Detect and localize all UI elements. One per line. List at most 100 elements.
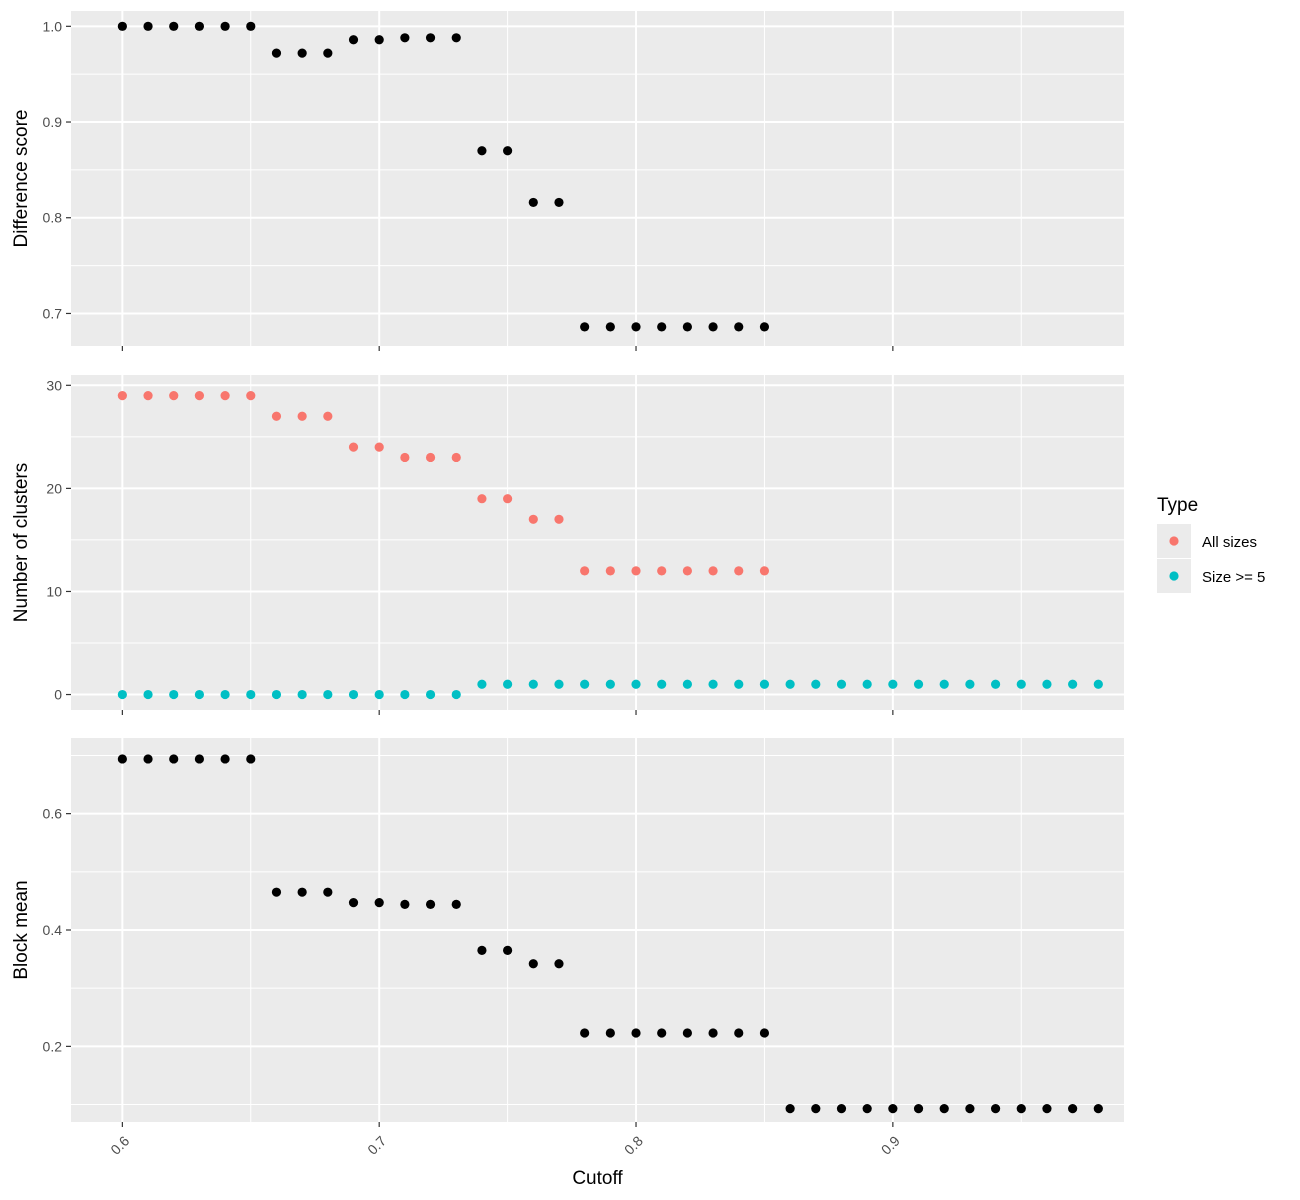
y-axis-title: Difference score — [11, 110, 32, 248]
data-point — [862, 679, 872, 689]
data-point — [297, 48, 307, 58]
data-point — [1042, 1104, 1052, 1114]
data-point — [734, 566, 744, 576]
data-point — [836, 1104, 847, 1114]
y-tick-label: 0 — [54, 687, 62, 703]
data-point — [503, 146, 513, 156]
data-point — [682, 322, 692, 332]
data-point — [169, 391, 179, 401]
data-point — [503, 945, 513, 955]
data-point — [682, 1028, 692, 1038]
data-point — [605, 322, 615, 332]
data-point — [631, 322, 641, 332]
data-point — [271, 411, 282, 421]
series-1 — [117, 21, 770, 332]
data-point — [631, 566, 641, 576]
y-tick-label: 0.8 — [43, 210, 63, 226]
data-point — [425, 452, 436, 463]
data-point — [477, 146, 487, 156]
y-tick-label: 10 — [46, 583, 62, 599]
data-point — [194, 689, 205, 700]
data-point — [220, 21, 230, 31]
data-point — [477, 945, 487, 955]
data-point — [708, 566, 718, 576]
data-point — [246, 391, 256, 401]
legend-key-marker — [1169, 571, 1179, 581]
data-point — [657, 1028, 667, 1038]
data-point — [554, 679, 564, 689]
data-point — [503, 679, 513, 689]
x-tick-label: 0.7 — [364, 1133, 389, 1158]
data-point — [1093, 679, 1103, 689]
data-point — [117, 391, 127, 401]
data-point — [117, 689, 127, 700]
data-point — [143, 689, 153, 700]
legend: Type All sizes Size >= 5 — [1157, 495, 1265, 593]
panel-background — [71, 375, 1124, 710]
data-point — [246, 754, 256, 764]
data-point — [503, 494, 513, 504]
data-point — [400, 899, 410, 910]
y-tick-label: 30 — [46, 377, 62, 393]
data-point — [836, 679, 847, 689]
legend-key-marker — [1169, 536, 1179, 546]
data-point — [169, 754, 179, 764]
series-1 — [117, 754, 1103, 1114]
data-point — [323, 411, 333, 421]
data-point — [297, 411, 307, 421]
data-point — [374, 35, 384, 45]
y-tick-label: 0.9 — [43, 114, 63, 130]
data-point — [811, 679, 821, 689]
data-point — [271, 887, 282, 897]
data-point — [990, 679, 1001, 689]
data-point — [1016, 1104, 1026, 1114]
data-point — [169, 21, 179, 31]
data-point — [657, 679, 667, 689]
data-point — [785, 679, 795, 689]
data-point — [939, 1104, 949, 1114]
legend-label: Size >= 5 — [1202, 569, 1265, 586]
data-point — [580, 566, 590, 576]
x-tick-label: 0.8 — [621, 1133, 646, 1158]
data-point — [580, 679, 590, 689]
data-point — [348, 898, 359, 908]
data-point — [1093, 1104, 1103, 1114]
data-point — [194, 391, 205, 401]
data-point — [348, 689, 359, 700]
data-point — [1068, 679, 1078, 689]
data-point — [708, 322, 718, 332]
y-axis-title: Block mean — [11, 880, 32, 979]
data-point — [631, 1028, 641, 1038]
data-point — [143, 391, 153, 401]
y-tick-label: 0.6 — [43, 806, 63, 822]
data-point — [785, 1104, 795, 1114]
data-point — [425, 33, 436, 43]
data-point — [451, 452, 461, 463]
data-point — [888, 1104, 898, 1114]
y-tick-label: 0.4 — [43, 922, 63, 938]
data-point — [528, 679, 538, 689]
data-point — [631, 679, 641, 689]
data-point — [580, 322, 590, 332]
panel-background — [71, 11, 1124, 346]
data-point — [1042, 679, 1052, 689]
data-point — [554, 197, 564, 208]
data-point — [605, 566, 615, 576]
chart-panels: 0.7 0.8 0.9 1.0 Difference score 0 10 20 30 Numbe… — [11, 11, 1124, 1189]
data-point — [451, 689, 461, 700]
series-2 — [117, 679, 1103, 700]
data-point — [374, 898, 384, 908]
data-point — [759, 1028, 770, 1038]
data-point — [605, 1028, 615, 1038]
data-point — [580, 1028, 590, 1038]
data-point — [913, 1104, 924, 1114]
data-point — [1016, 679, 1026, 689]
data-point — [528, 514, 538, 524]
data-point — [246, 21, 256, 31]
data-point — [220, 754, 230, 764]
data-point — [605, 679, 615, 689]
data-point — [734, 1028, 744, 1038]
data-point — [554, 959, 564, 969]
data-point — [682, 679, 692, 689]
data-point — [759, 322, 770, 332]
